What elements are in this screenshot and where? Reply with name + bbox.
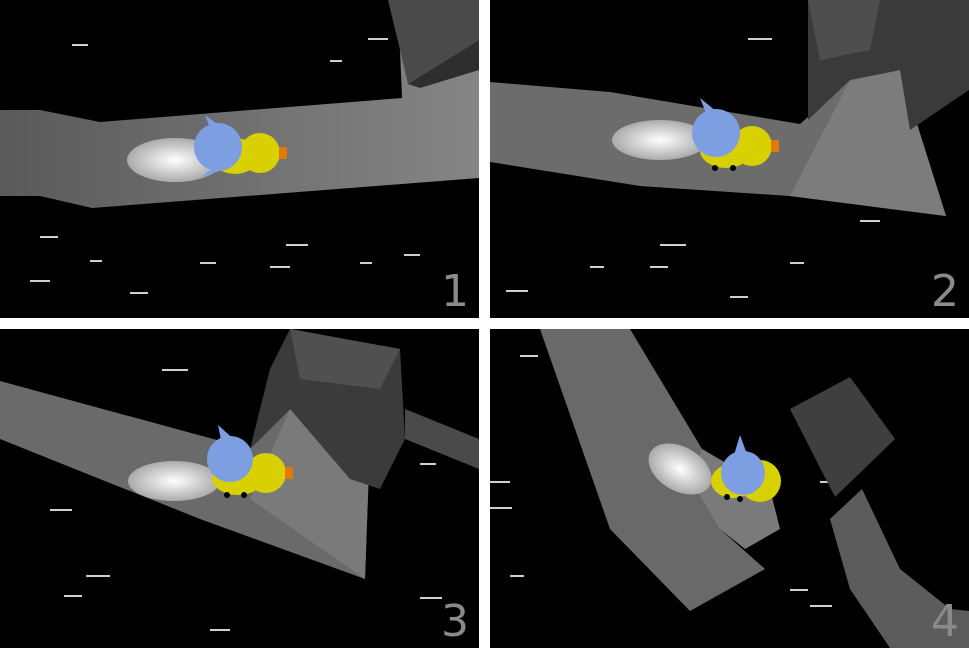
game-frame-3: 3	[0, 329, 479, 648]
frame-number: 4	[931, 596, 959, 647]
floating-path	[0, 40, 479, 208]
character	[207, 425, 293, 498]
frame-number: 3	[441, 596, 469, 647]
scene-4	[490, 329, 969, 648]
scene-2	[490, 0, 969, 298]
game-frame-2: 2	[490, 0, 969, 318]
stars	[30, 38, 420, 294]
scene-3	[0, 329, 479, 631]
slide-trail	[648, 443, 712, 495]
slide-trail	[612, 120, 708, 160]
character	[711, 435, 781, 502]
slide-trail	[128, 461, 220, 501]
frame-number: 2	[931, 266, 959, 317]
corner-block	[388, 0, 479, 84]
game-frame-1: 1	[0, 0, 479, 318]
broken-path	[830, 489, 969, 648]
character	[692, 98, 779, 171]
stars	[50, 369, 442, 631]
dark-block	[790, 377, 895, 497]
character	[194, 115, 287, 178]
scene-1	[0, 0, 479, 294]
game-frame-4: 4	[490, 329, 969, 648]
frame-number: 1	[441, 266, 469, 317]
